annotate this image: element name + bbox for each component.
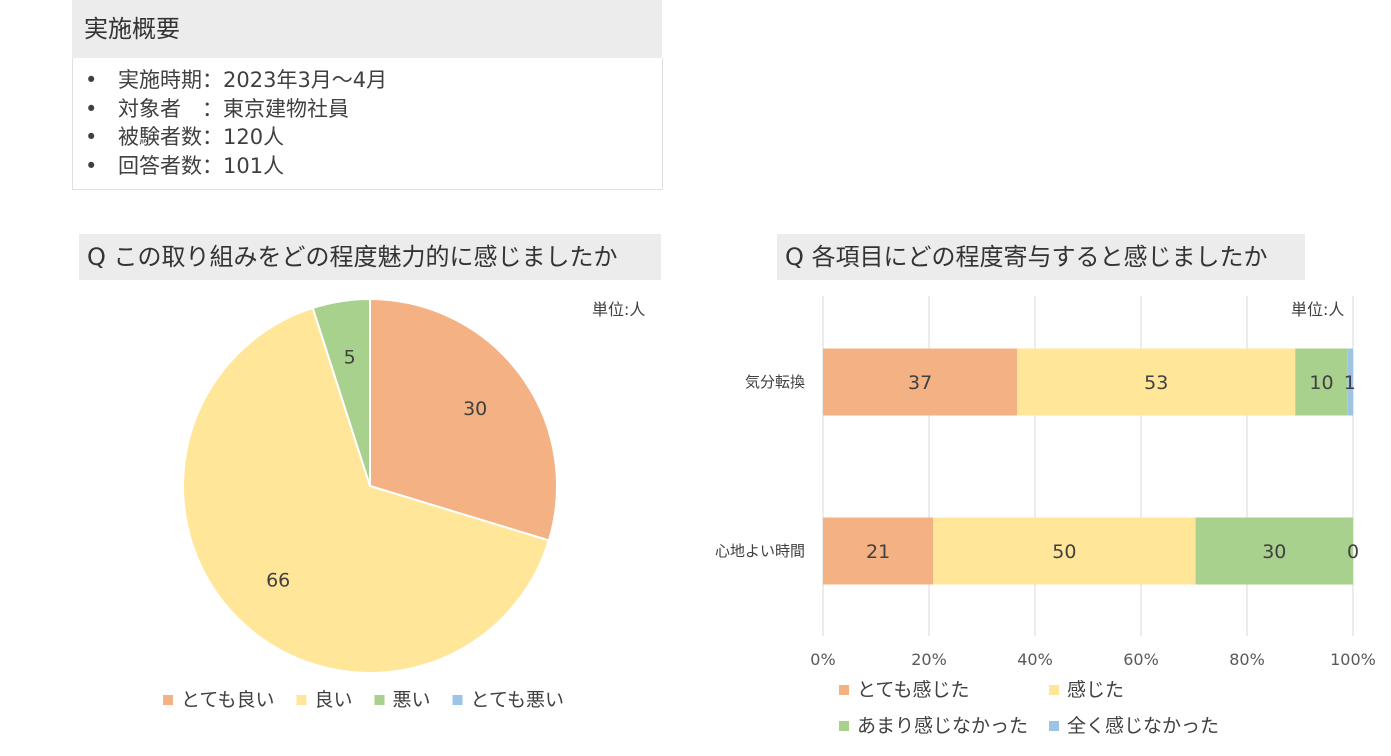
legend-swatch <box>1049 721 1059 731</box>
bullet: • <box>85 125 98 149</box>
pie-slice <box>311 297 371 487</box>
legend-label: とても良い <box>181 689 274 711</box>
x-tick-label: 80% <box>1229 650 1265 669</box>
pie-chart-unit: 単位:人 <box>592 300 646 319</box>
summary-item: • 対象者 ：東京建物社員 <box>85 95 387 124</box>
pie-data-label: 5 <box>344 347 356 369</box>
x-tick-label: 20% <box>911 650 947 669</box>
bullet: • <box>85 96 98 121</box>
category-label: 心地よい時間 <box>715 542 805 560</box>
x-tick-label: 60% <box>1123 650 1159 669</box>
bar-data-label: 1 <box>1344 372 1356 394</box>
legend-label: 悪い <box>393 689 431 711</box>
legend-swatch <box>839 721 849 731</box>
legend-label: あまり感じなかった <box>857 715 1028 737</box>
bar-data-label: 53 <box>1144 372 1168 394</box>
summary-box: • 実施時期：2023年3月～4月 • 対象者 ：東京建物社員 • 被験者数：120人… <box>72 58 663 190</box>
bar-segment <box>1347 348 1353 416</box>
bar-segment <box>1017 348 1296 416</box>
x-tick-label: 100% <box>1330 650 1376 669</box>
summary-item: • 回答者数：101人 <box>85 152 387 181</box>
legend-swatch <box>1049 685 1059 695</box>
legend-label: とても悪い <box>471 689 564 711</box>
pie-slice <box>182 306 551 674</box>
summary-list: • 実施時期：2023年3月～4月 • 対象者 ：東京建物社員 • 被験者数：120人… <box>85 66 387 180</box>
bar-segment <box>1295 348 1348 416</box>
bar-segment <box>933 517 1196 585</box>
category-label: 気分転換 <box>745 373 805 391</box>
x-tick-label: 40% <box>1017 650 1053 669</box>
legend-swatch <box>839 685 849 695</box>
legend-label: 感じた <box>1067 679 1124 701</box>
bar-segment <box>823 517 934 585</box>
bar-data-label: 30 <box>1262 541 1286 563</box>
bar-segment <box>1195 517 1353 585</box>
pie-data-label: 66 <box>266 569 290 591</box>
summary-item-text: 回答者数：101人 <box>118 153 285 178</box>
summary-title: 実施概要 <box>72 0 662 58</box>
bullet: • <box>85 68 98 92</box>
bar-data-label: 50 <box>1052 541 1076 563</box>
bar-chart-unit: 単位:人 <box>1291 300 1345 319</box>
bullet: • <box>85 153 98 178</box>
legend-swatch <box>374 695 385 705</box>
legend-label: とても感じた <box>857 679 969 701</box>
bar-data-label: 37 <box>908 372 932 394</box>
legend-swatch <box>452 695 463 705</box>
bar-data-label: 21 <box>866 541 890 563</box>
bar-chart-title: Q 各項目にどの程度寄与すると感じましたか <box>777 234 1305 280</box>
legend-swatch <box>163 695 173 705</box>
summary-item-text: 実施時期：2023年3月～4月 <box>118 68 388 92</box>
legend-label: 全く感じなかった <box>1067 715 1219 737</box>
pie-slice <box>369 297 558 542</box>
bar-data-label: 0 <box>1347 541 1359 563</box>
summary-item-text: 被験者数：120人 <box>118 125 285 149</box>
bar-data-label: 10 <box>1309 372 1333 394</box>
legend-swatch <box>296 695 307 705</box>
pie-data-label: 30 <box>463 398 487 420</box>
legend-label: 良い <box>314 689 352 711</box>
summary-item: • 実施時期：2023年3月～4月 <box>85 66 387 95</box>
summary-item: • 被験者数：120人 <box>85 123 387 152</box>
pie-chart-title: Q この取り組みをどの程度魅力的に感じましたか <box>79 234 661 280</box>
bar-segment <box>823 348 1018 416</box>
summary-item-text: 対象者 ：東京建物社員 <box>118 96 349 121</box>
x-tick-label: 0% <box>810 650 835 669</box>
